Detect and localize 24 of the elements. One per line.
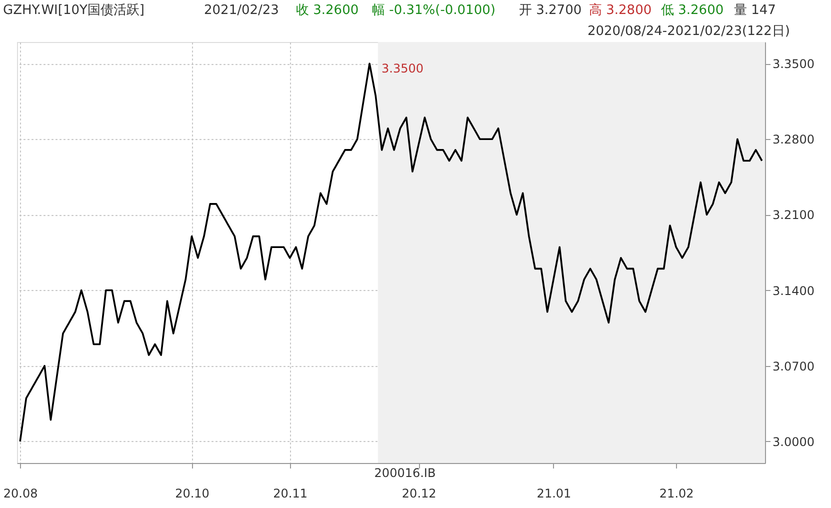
chart-title: GZHY.WI[10Y国债活跃] — [3, 3, 145, 18]
text: 开 3.2700 — [519, 3, 582, 18]
x-tick-label: 20.12 — [402, 486, 436, 500]
text: 高 3.2800 — [589, 2, 652, 18]
x-tick-label: 20.08 — [3, 486, 38, 500]
x-tick-label: 21.01 — [536, 486, 572, 500]
y-tick-label: 3.0000 — [772, 434, 814, 449]
line-series — [19, 62, 763, 442]
y-tick-label: 3.3500 — [772, 57, 814, 72]
text: 幅 -0.31%(-0.0100) — [372, 3, 496, 18]
text: 2020/08/24-2021/02/23(122日) — [587, 24, 790, 39]
text: 200016.IB — [374, 466, 436, 480]
text: 低 3.2600 — [661, 3, 724, 18]
x-tick-label: 20.11 — [273, 486, 308, 500]
x-tick-label: 20.10 — [175, 486, 210, 500]
text: 2021/02/23 — [204, 3, 279, 18]
x-tick-label: 21.02 — [659, 486, 694, 500]
y-tick-label: 3.0700 — [772, 359, 814, 374]
text: 量 147 — [734, 3, 776, 18]
y-tick-label: 3.2800 — [772, 132, 814, 147]
y-tick-label: 3.1400 — [772, 284, 814, 298]
y-tick-label: 3.2100 — [772, 208, 814, 222]
text: 收 3.2600 — [296, 3, 359, 18]
annotation: 3.3500 — [382, 62, 424, 76]
